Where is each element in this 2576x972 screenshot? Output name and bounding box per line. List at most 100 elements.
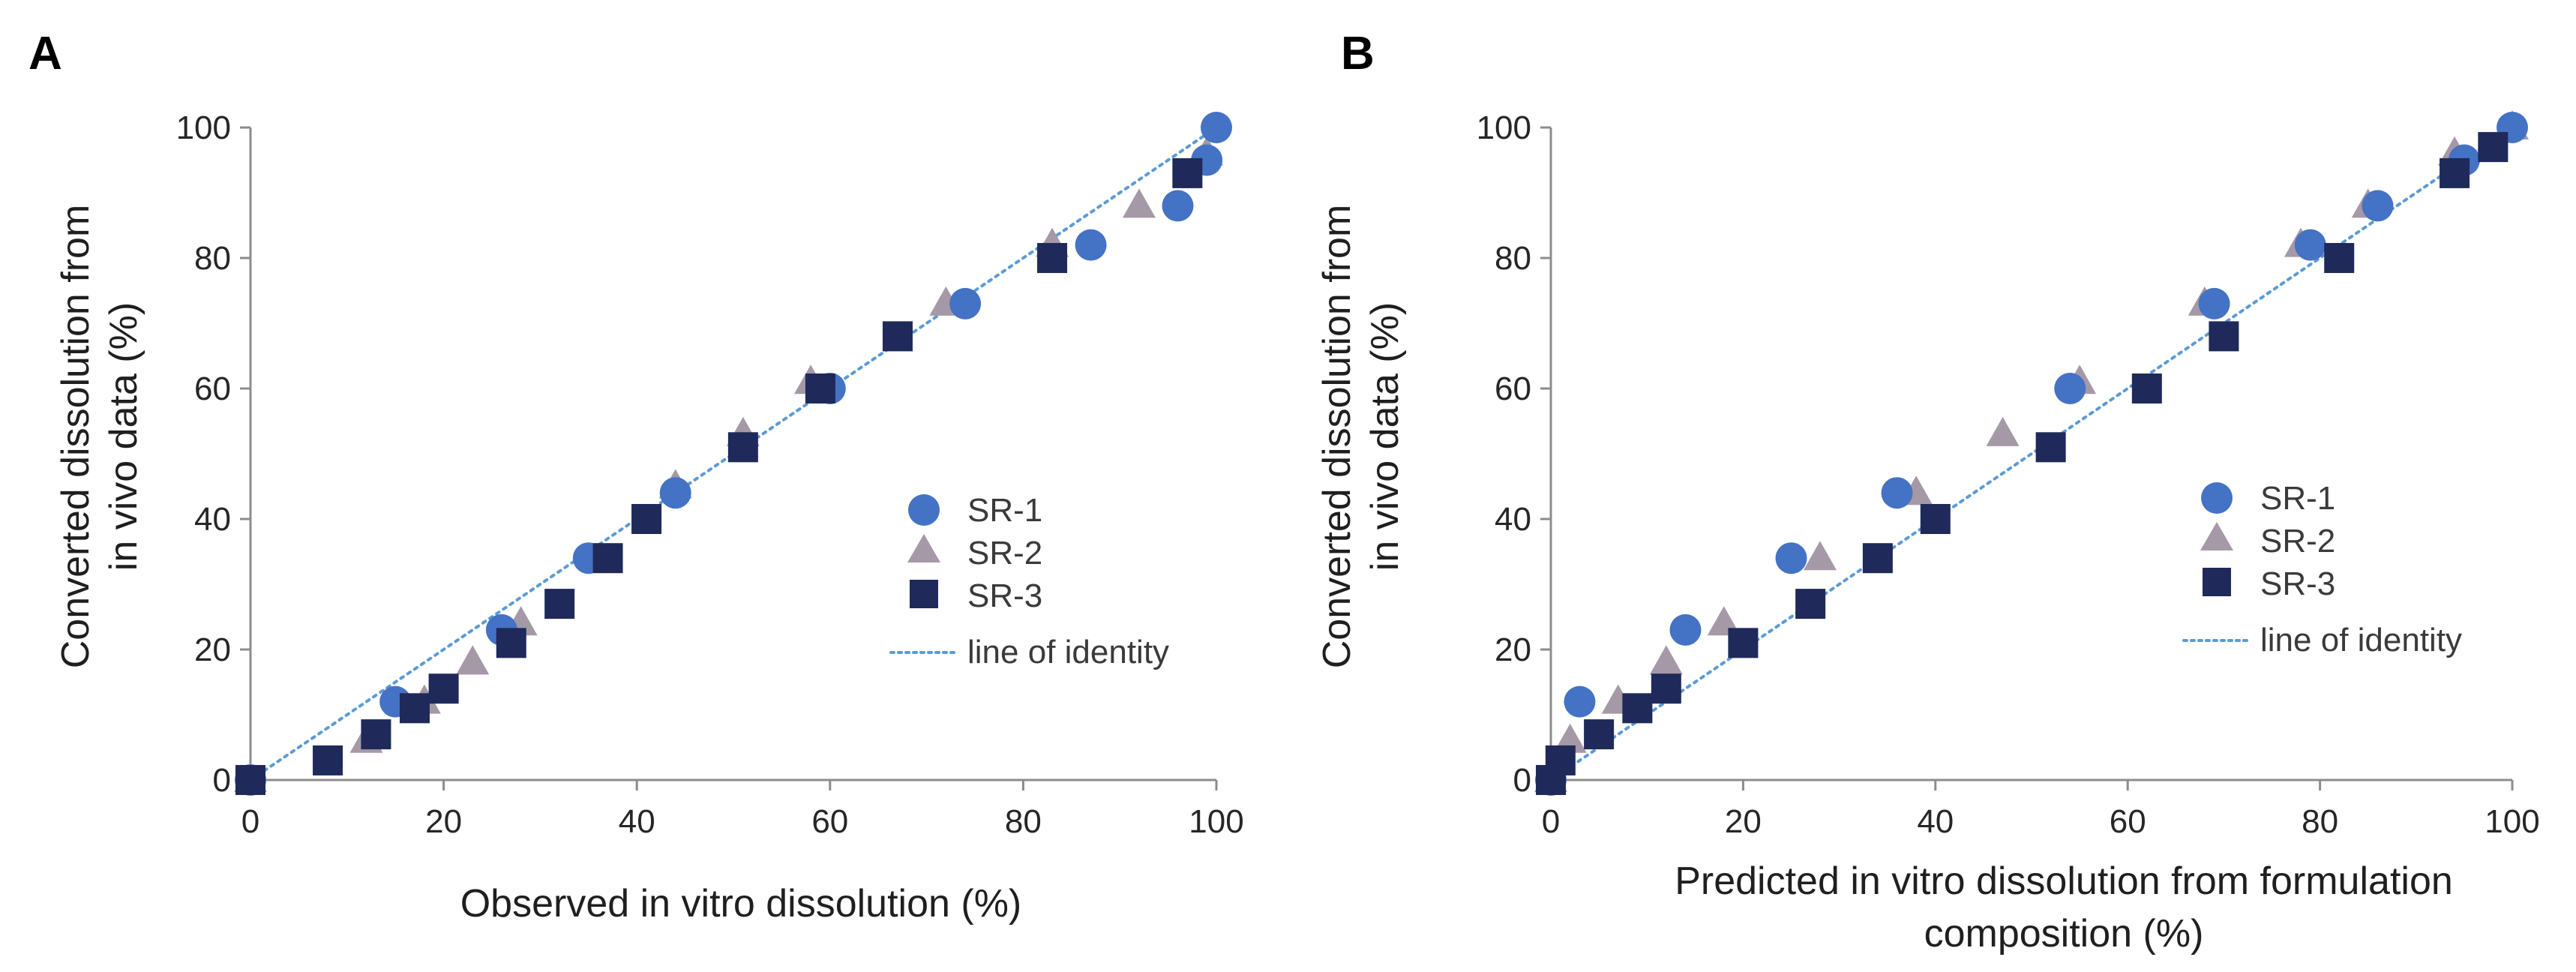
- legend-item-identity: line of identity: [889, 634, 1169, 670]
- sr3-point: [631, 504, 662, 534]
- sr3-point: [2131, 374, 2162, 404]
- sr3-point: [235, 765, 265, 795]
- y-axis-title-line2: in vivo data (%): [102, 302, 145, 571]
- x-tick-label: 80: [2302, 803, 2338, 840]
- legend-label-identity: line of identity: [2260, 622, 2462, 658]
- y-tick-label: 80: [194, 240, 231, 277]
- legend-a: SR-1 SR-2 SR-3 line of identity: [889, 492, 1169, 670]
- identity-line: [1549, 126, 2514, 782]
- legend-item-sr1: SR-1: [908, 492, 1042, 529]
- sr1-point: [1564, 686, 1596, 718]
- sr1-point: [1162, 190, 1194, 222]
- legend-label-sr1: SR-1: [2260, 480, 2335, 517]
- y-axis-title-line1: Converted dissolution from: [1315, 205, 1359, 669]
- y-tick-label: 100: [1477, 110, 1531, 146]
- sr3-point: [2035, 432, 2066, 463]
- legend-label-sr3: SR-3: [967, 578, 1042, 614]
- legend-marker-sr1: [908, 494, 940, 526]
- panel-letter-a: A: [28, 28, 62, 80]
- legend-item-identity: line of identity: [2182, 622, 2462, 658]
- y-tick-label: 80: [1495, 240, 1531, 277]
- sr3-point: [1920, 504, 1951, 534]
- y-tick-label: 60: [1495, 370, 1531, 407]
- y-tick-label: 0: [1513, 762, 1531, 799]
- legend-label-identity: line of identity: [967, 634, 1169, 670]
- sr2-point: [1122, 188, 1156, 218]
- sr1-point: [1075, 229, 1107, 261]
- sr3-point: [399, 693, 430, 724]
- y-tick-label: 60: [194, 370, 231, 407]
- sr2-point: [456, 645, 490, 675]
- sr3-point: [1172, 158, 1203, 188]
- sr1-point: [2294, 229, 2326, 261]
- plot-area-b: 0 20 40 60 80 100 0 20 40 60 80 100: [1477, 110, 2540, 840]
- sr2-point: [1649, 645, 1683, 675]
- sr3-point: [1037, 243, 1068, 273]
- x-tick-label: 60: [811, 803, 848, 840]
- legend-label-sr2: SR-2: [2260, 523, 2335, 560]
- plot-area-a: 0 20 40 60 80 100 0 20 40 60 80 100: [176, 110, 1244, 840]
- sr3-point: [2209, 321, 2239, 352]
- x-tick-label: 80: [1005, 803, 1042, 840]
- sr3-point: [428, 674, 459, 704]
- legend-marker-sr2: [2200, 522, 2233, 550]
- sr3-point: [2440, 158, 2470, 188]
- sr3-point: [727, 432, 758, 463]
- y-tick-label: 0: [213, 762, 231, 799]
- x-axis-title-a: Observed in vitro dissolution (%): [460, 882, 1022, 926]
- sr3-point: [1545, 745, 1576, 776]
- legend-item-sr3: SR-3: [910, 578, 1042, 614]
- sr3-point: [1651, 674, 1681, 704]
- sr3-point: [2478, 132, 2509, 163]
- y-tick-label: 40: [1495, 501, 1531, 538]
- legend-item-sr2: SR-2: [2200, 522, 2335, 560]
- sr3-point: [313, 745, 343, 776]
- x-axis-title-line2: composition (%): [1924, 912, 2204, 956]
- sr3-point: [1795, 589, 1826, 620]
- sr2-point: [1803, 541, 1837, 571]
- x-axis-title-b: Predicted in vitro dissolution from form…: [1675, 860, 2453, 956]
- legend-marker-sr3: [910, 580, 938, 608]
- sr3-point: [1584, 719, 1615, 750]
- x-tick-label: 0: [241, 803, 259, 840]
- legend-item-sr3: SR-3: [2203, 566, 2335, 602]
- sr1-point: [1775, 542, 1807, 574]
- legend-label-sr2: SR-2: [967, 535, 1042, 572]
- sr3-point: [1622, 693, 1653, 724]
- sr3-point: [361, 719, 391, 750]
- legend-item-sr1: SR-1: [2201, 480, 2335, 517]
- sr3-point: [882, 321, 913, 352]
- sr1-point: [1669, 614, 1702, 646]
- sr1-point: [949, 287, 982, 320]
- legend-item-sr2: SR-2: [907, 534, 1042, 572]
- x-tick-label: 40: [1917, 803, 1954, 840]
- sr2-point: [1986, 416, 2020, 446]
- legend-label-sr3: SR-3: [2260, 566, 2335, 602]
- sr1-point: [659, 477, 691, 509]
- x-axis-title-line1: Observed in vitro dissolution (%): [460, 882, 1022, 926]
- legend-marker-sr2: [907, 534, 940, 562]
- y-axis-title-a: Converted dissolution from in vivo data …: [54, 205, 145, 669]
- sr1-point: [1201, 112, 1232, 143]
- sr3-point: [592, 543, 623, 574]
- legend-marker-sr3: [2203, 568, 2231, 596]
- x-tick-label: 0: [1542, 803, 1560, 840]
- legend-b: SR-1 SR-2 SR-3 line of identity: [2182, 480, 2462, 658]
- y-tick-label: 40: [194, 501, 231, 538]
- y-axis-title-line1: Converted dissolution from: [54, 205, 97, 669]
- y-tick-label: 20: [1495, 632, 1531, 668]
- sr3-point: [2324, 243, 2355, 273]
- sr3-point: [496, 628, 526, 658]
- y-axis-title-b: Converted dissolution from in vivo data …: [1315, 205, 1407, 669]
- sr1-point: [2362, 190, 2394, 222]
- x-tick-label: 40: [619, 803, 655, 840]
- y-tick-label: 20: [194, 632, 231, 668]
- sr3-point: [1728, 628, 1759, 658]
- x-tick-label: 20: [425, 803, 462, 840]
- sr1-point: [2054, 373, 2086, 404]
- legend-label-sr1: SR-1: [967, 492, 1042, 529]
- panel-b: B Converted dissolution from in vivo dat…: [1315, 28, 2540, 956]
- legend-marker-sr1: [2201, 482, 2233, 514]
- sr1-point: [2198, 287, 2230, 320]
